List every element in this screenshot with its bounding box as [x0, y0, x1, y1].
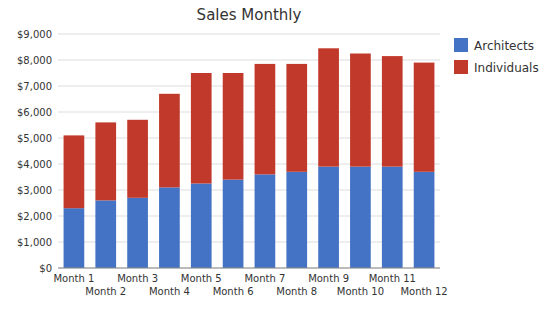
bar: [127, 198, 148, 268]
x-axis: Month 1 Month 2 Month 3 Month 4 Month 5 Month…: [53, 268, 447, 297]
chart-container: Sales Monthly$0$1,000$2,000$3,000$4,000$…: [0, 0, 550, 318]
y-tick-label: $5,000: [17, 133, 52, 144]
bar: [159, 187, 180, 268]
grid-line: [58, 268, 440, 269]
y-tick-label: $9,000: [17, 29, 52, 40]
y-axis: $0 $1,000 $2,000 $3,000 $4,000 $5,000 $6,000 $7…: [17, 29, 440, 274]
legend-swatch: [454, 38, 468, 52]
y-tick-label: $3,000: [17, 185, 52, 196]
y-tick-label: $7,000: [17, 81, 52, 92]
bar: [64, 135, 85, 208]
y-tick-label: $4,000: [17, 159, 52, 170]
bar: [191, 184, 212, 269]
x-tick-label: Month 10: [337, 286, 384, 297]
bar: [191, 73, 212, 184]
bar: [286, 64, 307, 172]
x-tick-label: Month 6: [213, 286, 254, 297]
x-tick-label: Month 9: [308, 273, 349, 284]
bar: [95, 200, 116, 268]
bar: [255, 64, 276, 174]
x-tick-label: Month 8: [276, 286, 317, 297]
bar: [95, 122, 116, 200]
x-axis-line: [58, 268, 440, 269]
bar: [414, 63, 435, 172]
legend: Architects Individuals: [454, 38, 539, 75]
bars: [64, 48, 435, 268]
x-tick-label: Month 3: [117, 273, 158, 284]
bar: [382, 167, 403, 268]
x-tick-label: Month 2: [85, 286, 126, 297]
bar: [350, 167, 371, 268]
legend-label: Architects: [474, 39, 534, 53]
legend-label: Individuals: [474, 61, 539, 75]
bar: [127, 120, 148, 198]
bar: [223, 73, 244, 180]
bar: [159, 94, 180, 188]
x-tick-label: Month 7: [244, 273, 285, 284]
bar: [64, 208, 85, 268]
bar: [414, 172, 435, 268]
grid-line: [58, 34, 440, 35]
y-tick-label: $8,000: [17, 55, 52, 66]
bar: [350, 54, 371, 167]
y-tick-label: $1,000: [17, 237, 52, 248]
chart-svg: Sales Monthly$0$1,000$2,000$3,000$4,000$…: [0, 0, 550, 318]
x-tick-label: Month 1: [53, 273, 94, 284]
x-tick-label: Month 12: [400, 286, 447, 297]
y-tick-label: $0: [39, 263, 52, 274]
x-tick-label: Month 5: [181, 273, 222, 284]
title: Sales Monthly: [197, 6, 302, 24]
bar: [255, 174, 276, 268]
bar: [318, 167, 339, 268]
bar: [286, 172, 307, 268]
x-tick-label: Month 11: [369, 273, 416, 284]
bar: [318, 48, 339, 166]
legend-swatch: [454, 60, 468, 74]
y-tick-label: $2,000: [17, 211, 52, 222]
x-tick-label: Month 4: [149, 286, 190, 297]
y-tick-label: $6,000: [17, 107, 52, 118]
bar: [223, 180, 244, 268]
bar: [382, 56, 403, 167]
